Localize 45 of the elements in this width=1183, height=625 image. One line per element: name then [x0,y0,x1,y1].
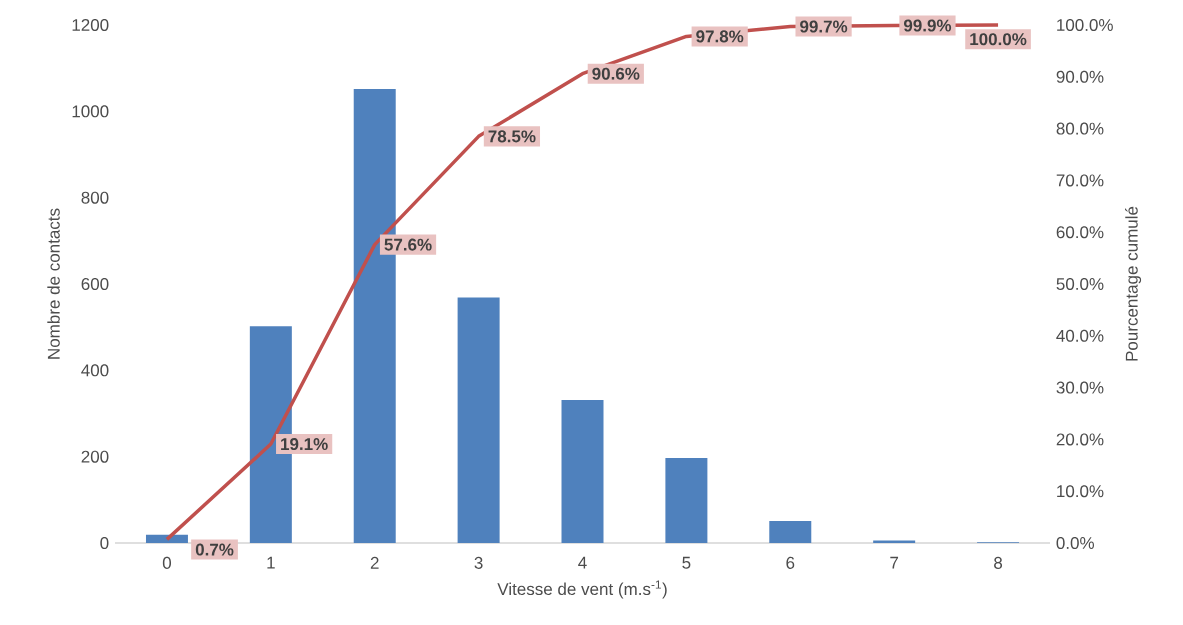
y-tick-label: 600 [81,277,109,291]
y-tick-label: 200 [81,450,109,463]
x-tick-label: 4 [578,556,587,569]
bar [769,520,812,543]
x-tick-label: 8 [994,556,1003,569]
data-label: 57.6% [384,238,432,251]
x-tick-label: 0 [162,556,172,569]
data-label: 99.9% [903,19,952,32]
x-tick-label: 6 [786,556,795,569]
y-axis-title: Nombre de contacts [47,208,60,359]
data-label: 97.8% [696,30,744,43]
y2-tick-label: 90.0% [1056,70,1104,83]
x-axis-title: Vitesse de vent (m.s$^{-1}$) [497,580,667,599]
y2-tick-label: 30.0% [1056,381,1104,394]
y2-tick-label: 20.0% [1056,433,1104,446]
data-label: 0.7% [195,543,234,556]
x-tick-label: 5 [682,556,691,569]
y-tick-label: 1200 [72,18,109,32]
data-label: 78.5% [488,130,536,143]
y2-tick-label: 40.0% [1056,329,1104,342]
y2-tick-label: 70.0% [1056,174,1104,187]
y2-tick-label: 0.0% [1056,536,1095,550]
data-label: 100.0% [970,33,1027,46]
bar [561,400,604,543]
y2-axis-title: Pourcentage cumulé [1125,206,1142,361]
x-tick-label: 7 [890,556,899,569]
x-tick-label: 2 [370,556,379,569]
x-tick-label: 1 [267,556,275,569]
bar [873,540,916,543]
x-tick-label: 3 [474,556,483,569]
y2-tick-label: 100.0% [1057,18,1113,32]
y2-tick-label: 80.0% [1056,122,1104,135]
y-tick-label: 800 [81,191,109,204]
y-tick-label: 400 [81,364,109,377]
y-tick-label: 0 [100,536,109,550]
bar [145,534,188,543]
bar [457,297,500,543]
y2-tick-label: 50.0% [1056,277,1104,291]
y-tick-label: 1000 [72,105,109,118]
bar [665,457,708,543]
y2-tick-label: 10.0% [1057,485,1104,498]
data-label: 90.6% [592,67,640,80]
y2-tick-label: 60.0% [1056,226,1104,239]
data-label: 99.7% [800,20,848,33]
data-label: 19.1% [281,438,328,451]
